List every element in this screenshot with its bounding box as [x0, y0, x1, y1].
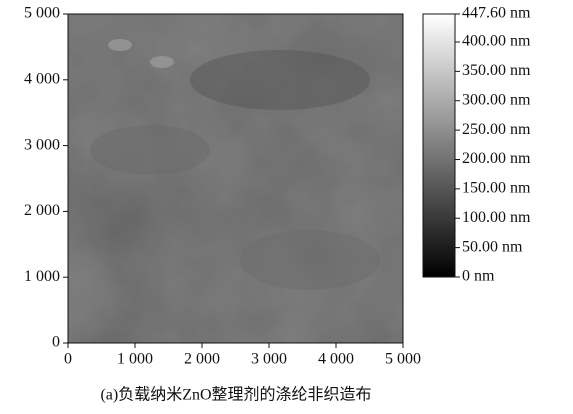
colorbar-tick-label: 447.60 nm	[462, 5, 531, 22]
colorbar-tick-label: 200.00 nm	[462, 150, 531, 167]
afm-image	[68, 14, 403, 343]
x-tick-label: 3 000	[251, 351, 287, 368]
colorbar-tick-label: 250.00 nm	[462, 121, 531, 138]
y-tick-label: 2 000	[24, 202, 60, 219]
y-tick-label: 1 000	[24, 268, 60, 285]
colorbar	[423, 14, 455, 277]
x-tick-label: 4 000	[318, 351, 354, 368]
x-tick-label: 2 000	[184, 351, 220, 368]
colorbar-tick-label: 300.00 nm	[462, 91, 531, 108]
chart: (a)负载纳米ZnO整理剂的涤纶非织造布 0 1 000 2 000 3 000 4 0…	[0, 0, 573, 414]
y-tick-label: 3 000	[24, 136, 60, 153]
colorbar-tick-label: 150.00 nm	[462, 180, 531, 197]
y-tick-label: 0	[52, 334, 60, 351]
y-tick-label: 5 000	[24, 5, 60, 22]
x-tick-label: 0	[64, 351, 72, 368]
colorbar-tick-label: 400.00 nm	[462, 33, 531, 50]
y-tick-label: 4 000	[24, 70, 60, 87]
colorbar-tick-label: 350.00 nm	[462, 62, 531, 79]
x-tick-label: 1 000	[117, 351, 153, 368]
colorbar-tick-label: 50.00 nm	[462, 238, 523, 255]
caption: (a)负载纳米ZnO整理剂的涤纶非织造布	[100, 386, 371, 404]
colorbar-tick-label: 100.00 nm	[462, 209, 531, 226]
colorbar-tick-label: 0 nm	[462, 268, 495, 285]
x-tick-label: 5 000	[385, 351, 421, 368]
